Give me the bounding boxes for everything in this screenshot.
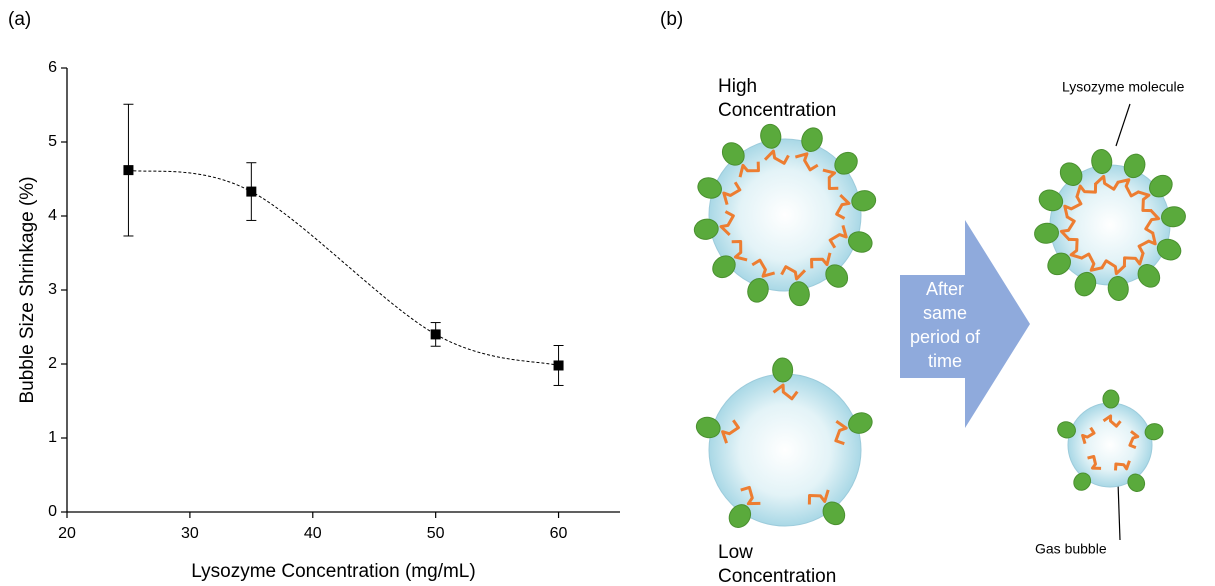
- diagram-label: Lysozyme molecule: [1062, 79, 1185, 95]
- panel-label: (b): [660, 9, 683, 30]
- diagram-label: Concentration: [718, 100, 836, 121]
- pointer-line: [1118, 482, 1120, 540]
- y-tick-label: 6: [48, 59, 57, 76]
- diagram-label: Low: [718, 542, 753, 563]
- gas-bubble: [709, 374, 861, 526]
- x-tick-label: 60: [550, 525, 568, 542]
- fit-curve: [128, 170, 558, 365]
- y-tick-label: 2: [48, 355, 57, 372]
- point: [554, 360, 564, 370]
- diagram-label: After: [926, 279, 964, 299]
- pointer-line: [1116, 104, 1130, 146]
- y-tick-label: 1: [48, 429, 57, 446]
- diagram-label: Gas bubble: [1035, 541, 1107, 557]
- y-tick-label: 4: [48, 207, 57, 224]
- x-tick-label: 50: [427, 525, 445, 542]
- y-tick-label: 3: [48, 281, 57, 298]
- y-tick-label: 5: [48, 133, 57, 150]
- chart: 0 1 2 3 4 5 6 20 30 40 50 60 Lysozyme Concentration …: [17, 59, 620, 582]
- figure: (a) (b) 0 1 2 3 4 5 6 20 30 40 50 60 Lysozyme Concen…: [0, 0, 1215, 586]
- y-axis-label: Bubble Size Shrinkage (%): [17, 176, 38, 403]
- lysozyme-molecule: [1103, 390, 1119, 408]
- diagram-label: time: [928, 351, 962, 371]
- diagram-label: same: [923, 303, 967, 323]
- lysozyme-molecule: [772, 358, 793, 383]
- x-axis-label: Lysozyme Concentration (mg/mL): [191, 561, 475, 582]
- diagram-label: High: [718, 76, 757, 97]
- point: [431, 329, 441, 339]
- diagram-label: period of: [910, 327, 981, 347]
- x-tick-label: 30: [181, 525, 199, 542]
- point: [246, 187, 256, 197]
- diagram: High Concentration Low Concentration After sa…: [693, 76, 1187, 586]
- arrow: [900, 220, 1030, 428]
- y-tick-label: 0: [48, 503, 57, 520]
- point: [123, 165, 133, 175]
- diagram-label: Concentration: [718, 566, 836, 586]
- x-tick-label: 40: [304, 525, 322, 542]
- panel-label: (a): [8, 9, 31, 30]
- x-tick-label: 20: [58, 525, 76, 542]
